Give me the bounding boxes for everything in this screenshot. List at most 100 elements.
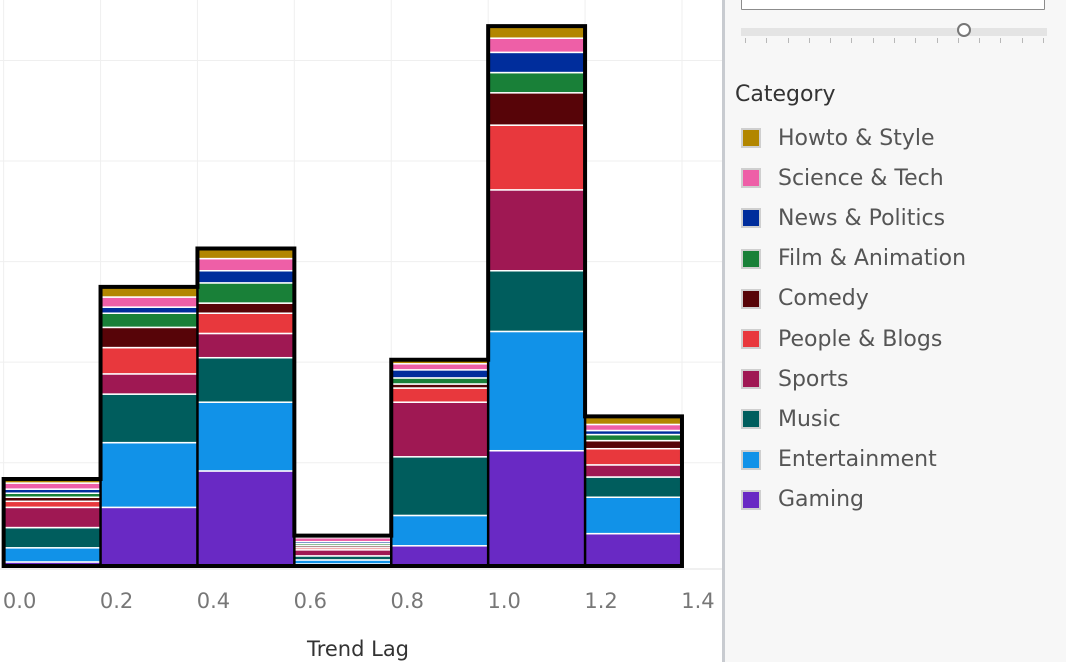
- legend-item[interactable]: Music: [741, 399, 966, 439]
- bar-segment: [196, 282, 296, 304]
- slider-tick: [957, 38, 959, 43]
- legend-item[interactable]: People & Blogs: [741, 319, 966, 359]
- filter-input-box[interactable]: [741, 0, 1045, 10]
- bar-segment: [487, 330, 586, 452]
- x-tick-label: 0.2: [100, 589, 133, 613]
- slider-tick: [787, 38, 789, 43]
- bar-segment: [196, 312, 296, 335]
- bar-segment: [99, 441, 199, 509]
- legend-label: Entertainment: [778, 447, 937, 473]
- bar-segment: [196, 332, 296, 359]
- slider-tick: [915, 38, 917, 43]
- slider-tick: [808, 38, 810, 43]
- bar-segment: [196, 257, 296, 272]
- bar-segment: [99, 306, 199, 314]
- legend-label: Film & Animation: [778, 246, 967, 272]
- bar-segment: [2, 482, 102, 490]
- bar-segment: [196, 470, 296, 567]
- legend-item[interactable]: Howto & Style: [741, 118, 966, 158]
- bar-segment: [99, 346, 199, 375]
- bar-segment: [99, 506, 199, 567]
- bar-segment: [487, 124, 586, 191]
- legend-item[interactable]: Gaming: [741, 480, 966, 520]
- x-axis-title: Trend Lag: [306, 637, 409, 661]
- bar-segment: [293, 549, 393, 557]
- x-tick-label: 1.0: [487, 589, 520, 613]
- slider-track[interactable]: [741, 28, 1047, 36]
- legend-item[interactable]: Comedy: [741, 279, 966, 319]
- slider-tick: [745, 38, 746, 43]
- bar-segment: [390, 369, 489, 379]
- slider-tick: [894, 38, 895, 43]
- legend-item[interactable]: Sports: [741, 359, 966, 399]
- slider-tick: [1021, 38, 1023, 43]
- slider-tick: [830, 38, 832, 43]
- legend-swatch: [741, 489, 761, 510]
- legend-title: Category: [735, 82, 836, 107]
- legend-swatch: [741, 248, 761, 269]
- bar-segment: [196, 401, 296, 472]
- bar-segment: [584, 532, 683, 567]
- legend-label: Sports: [778, 366, 849, 392]
- slider-tick: [1000, 38, 1002, 43]
- bar-segment: [487, 71, 586, 94]
- bar-segment: [99, 312, 199, 329]
- slider-tick: [1043, 38, 1044, 43]
- bar-segment: [390, 401, 489, 458]
- legend-label: Music: [778, 406, 841, 432]
- bar-segment: [2, 547, 102, 563]
- legend-item[interactable]: Entertainment: [741, 440, 966, 480]
- legend-swatch: [741, 168, 761, 189]
- legend-list: Howto & Style Science & Tech News & Poli…: [741, 118, 966, 520]
- bar-segment: [390, 377, 489, 385]
- bar-segment: [390, 545, 489, 567]
- bar-segment: [584, 439, 683, 450]
- bar-segment: [390, 387, 489, 403]
- bar-segment: [487, 92, 586, 126]
- bar-segment: [584, 476, 683, 498]
- bar-segment: [584, 423, 683, 432]
- slider-tick: [851, 38, 853, 43]
- legend-item[interactable]: Science & Tech: [741, 158, 966, 198]
- bar-segment: [584, 447, 683, 466]
- bar-segment: [584, 496, 683, 535]
- legend-label: Howto & Style: [778, 125, 935, 151]
- bar-segment: [99, 393, 199, 444]
- legend-item[interactable]: Film & Animation: [741, 239, 966, 279]
- bar-segment: [390, 363, 489, 371]
- bar-segment: [487, 37, 586, 54]
- bar-segment: [99, 296, 199, 308]
- bar-segment: [2, 500, 102, 509]
- bar-segment: [196, 302, 296, 314]
- slider-thumb[interactable]: [957, 23, 972, 37]
- bar-segment: [99, 373, 199, 395]
- legend-label: Gaming: [778, 487, 864, 513]
- bar-segment: [487, 51, 586, 74]
- legend-label: People & Blogs: [778, 326, 943, 352]
- bar-segment: [99, 326, 199, 349]
- x-tick-label: 1.2: [584, 589, 617, 613]
- legend-swatch: [741, 329, 761, 350]
- bar-segment: [390, 456, 489, 517]
- bar-segment: [487, 270, 586, 333]
- legend-swatch: [741, 449, 761, 470]
- bar-segment: [2, 506, 102, 529]
- x-tick-label: 1.4: [681, 589, 714, 613]
- bar-segment: [2, 526, 102, 549]
- legend-item[interactable]: News & Politics: [741, 198, 966, 238]
- legend-swatch: [741, 208, 761, 229]
- legend-label: News & Politics: [778, 205, 946, 231]
- slider-tick: [766, 38, 768, 43]
- bar-segment: [584, 433, 683, 442]
- legend-label: Science & Tech: [778, 165, 944, 191]
- bar-segment: [196, 270, 296, 284]
- bar-segment: [196, 356, 296, 403]
- bar-segment: [487, 189, 586, 272]
- legend-swatch: [741, 288, 761, 309]
- slider-tick: [936, 38, 938, 43]
- filter-slider[interactable]: [741, 22, 1047, 43]
- slider-tick: [872, 38, 874, 43]
- slider-tick: [979, 38, 981, 43]
- legend-swatch: [741, 369, 761, 390]
- bar-segment: [487, 449, 586, 567]
